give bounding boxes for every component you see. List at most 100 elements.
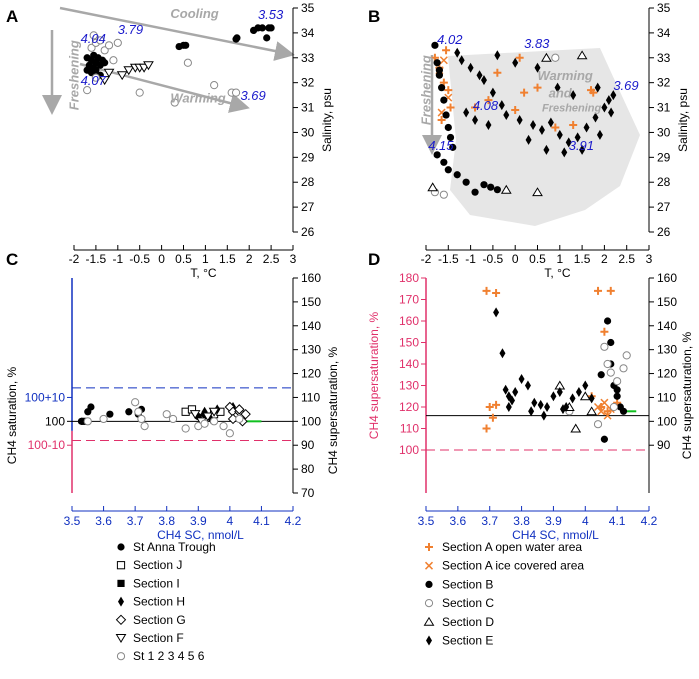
point-section-e (561, 147, 568, 158)
point-section-e (454, 47, 461, 58)
legend-marker (117, 579, 125, 587)
y-tick-label: 31 (657, 101, 671, 115)
annotation: Freshening (418, 55, 433, 125)
point-section-a-ice-covered-area (439, 56, 448, 65)
point-section-e (582, 380, 589, 391)
annotation: 3.79 (118, 22, 143, 37)
left-y-tick-label: 170 (399, 293, 419, 307)
x-tick-label: 0.5 (529, 252, 546, 266)
point-section-b (603, 317, 612, 325)
legend-label: Section I (133, 576, 180, 590)
point-st-1-2-3-4-5-6 (183, 58, 192, 67)
legend-marker (424, 599, 434, 608)
legend-marker (425, 580, 433, 589)
point-st-anna-trough (83, 54, 91, 62)
x-tick-label: 0 (512, 252, 519, 266)
right-y-tick-label: 120 (657, 367, 677, 381)
y-tick-label: 27 (301, 200, 315, 214)
legend-marker (425, 543, 433, 551)
point-section-e (554, 82, 561, 93)
x-axis-title: CH4 SC, nmol/L (157, 528, 244, 542)
point-section-a-open-water-area (515, 53, 524, 62)
right-y-tick-label: 110 (657, 390, 676, 404)
left-y-tick-label: 180 (399, 271, 419, 285)
point-section-b (471, 188, 479, 196)
point-section-a-open-water-area (551, 123, 560, 132)
annotation: 4.02 (437, 32, 463, 47)
right-y-axis-title: CH4 supersaturation, % (326, 346, 340, 474)
left-y-axis-title: CH4 saturation, % (5, 366, 19, 464)
point-section-b (435, 71, 443, 79)
left-y-tick-label: 140 (399, 357, 419, 371)
point-section-b (613, 392, 621, 400)
point-section-e (575, 386, 582, 397)
point-section-f (116, 71, 128, 81)
x-tick-label: 1.5 (219, 252, 236, 266)
legend-right: Section A open water area Section A ice c… (423, 540, 584, 648)
point-section-e (547, 117, 554, 128)
point-section-a-open-water-area (444, 86, 453, 95)
left-y-tick-label: 100 (399, 443, 419, 457)
y-tick-label: 26 (301, 225, 315, 239)
point-st-1-2-3-4-5-6 (134, 407, 143, 416)
right-y-tick-label: 110 (301, 390, 320, 404)
point-section-b (493, 186, 501, 194)
point-st-anna-trough (182, 41, 190, 49)
legend-marker (116, 652, 126, 661)
point-section-e (463, 107, 470, 118)
x-tick-label: -2 (69, 252, 80, 266)
point-section-a-open-water-area (511, 106, 520, 115)
point-section-c (600, 342, 609, 351)
point-section-e (608, 107, 615, 118)
point-st-anna-trough (101, 59, 109, 67)
x-tick-label: 4.1 (253, 514, 270, 528)
annotation: 3.53 (258, 7, 284, 22)
point-section-b (453, 171, 461, 179)
point-section-d (576, 50, 588, 60)
point-section-b (597, 371, 605, 379)
point-st-anna-trough (85, 64, 93, 72)
legend-marker (426, 635, 432, 646)
point-st-1-2-3-4-5-6 (89, 31, 98, 40)
right-y-tick-label: 70 (301, 486, 315, 500)
point-section-c (619, 364, 628, 373)
point-section-b (607, 338, 615, 347)
point-section-b (444, 166, 452, 174)
point-section-a-open-water-area (471, 103, 480, 112)
left-y-tick-label: 100-10 (28, 438, 66, 452)
legend-marker (118, 596, 124, 607)
x-tick-label: 3 (290, 252, 297, 266)
left-y-tick-label: 100+10 (25, 390, 66, 404)
point-section-a-ice-covered-area (600, 398, 609, 407)
y-tick-label: 33 (657, 51, 671, 65)
y-tick-label: 29 (657, 150, 671, 164)
point-section-e (509, 395, 516, 406)
legend-label: Section G (133, 613, 186, 627)
point-section-b (619, 407, 628, 415)
x-tick-label: -1 (465, 252, 476, 266)
panel-c-letter: C (6, 250, 18, 269)
point-section-f (202, 412, 214, 422)
point-section-e (489, 87, 496, 98)
point-section-e (556, 386, 563, 397)
annotation: Warming (170, 91, 225, 106)
x-tick-label: 3.6 (95, 514, 112, 528)
point-section-e (530, 119, 537, 130)
point-section-e (512, 386, 519, 397)
point-section-e (559, 404, 566, 415)
point-section-c (613, 377, 622, 386)
point-section-b (435, 66, 443, 74)
x-tick-label: 3.9 (190, 514, 207, 528)
point-section-a-ice-covered-area (603, 411, 612, 420)
x-tick-label: 3.5 (64, 514, 81, 528)
point-section-e (565, 137, 572, 148)
annotation: Warming (538, 68, 593, 83)
point-section-a-open-water-area (569, 120, 578, 129)
point-section-a-open-water-area (606, 286, 615, 295)
x-tick-label: -0.5 (483, 252, 504, 266)
point-section-c (606, 368, 615, 377)
point-st-anna-trough (106, 410, 114, 418)
point-section-e (610, 90, 617, 101)
x-tick-label: -1 (112, 252, 123, 266)
